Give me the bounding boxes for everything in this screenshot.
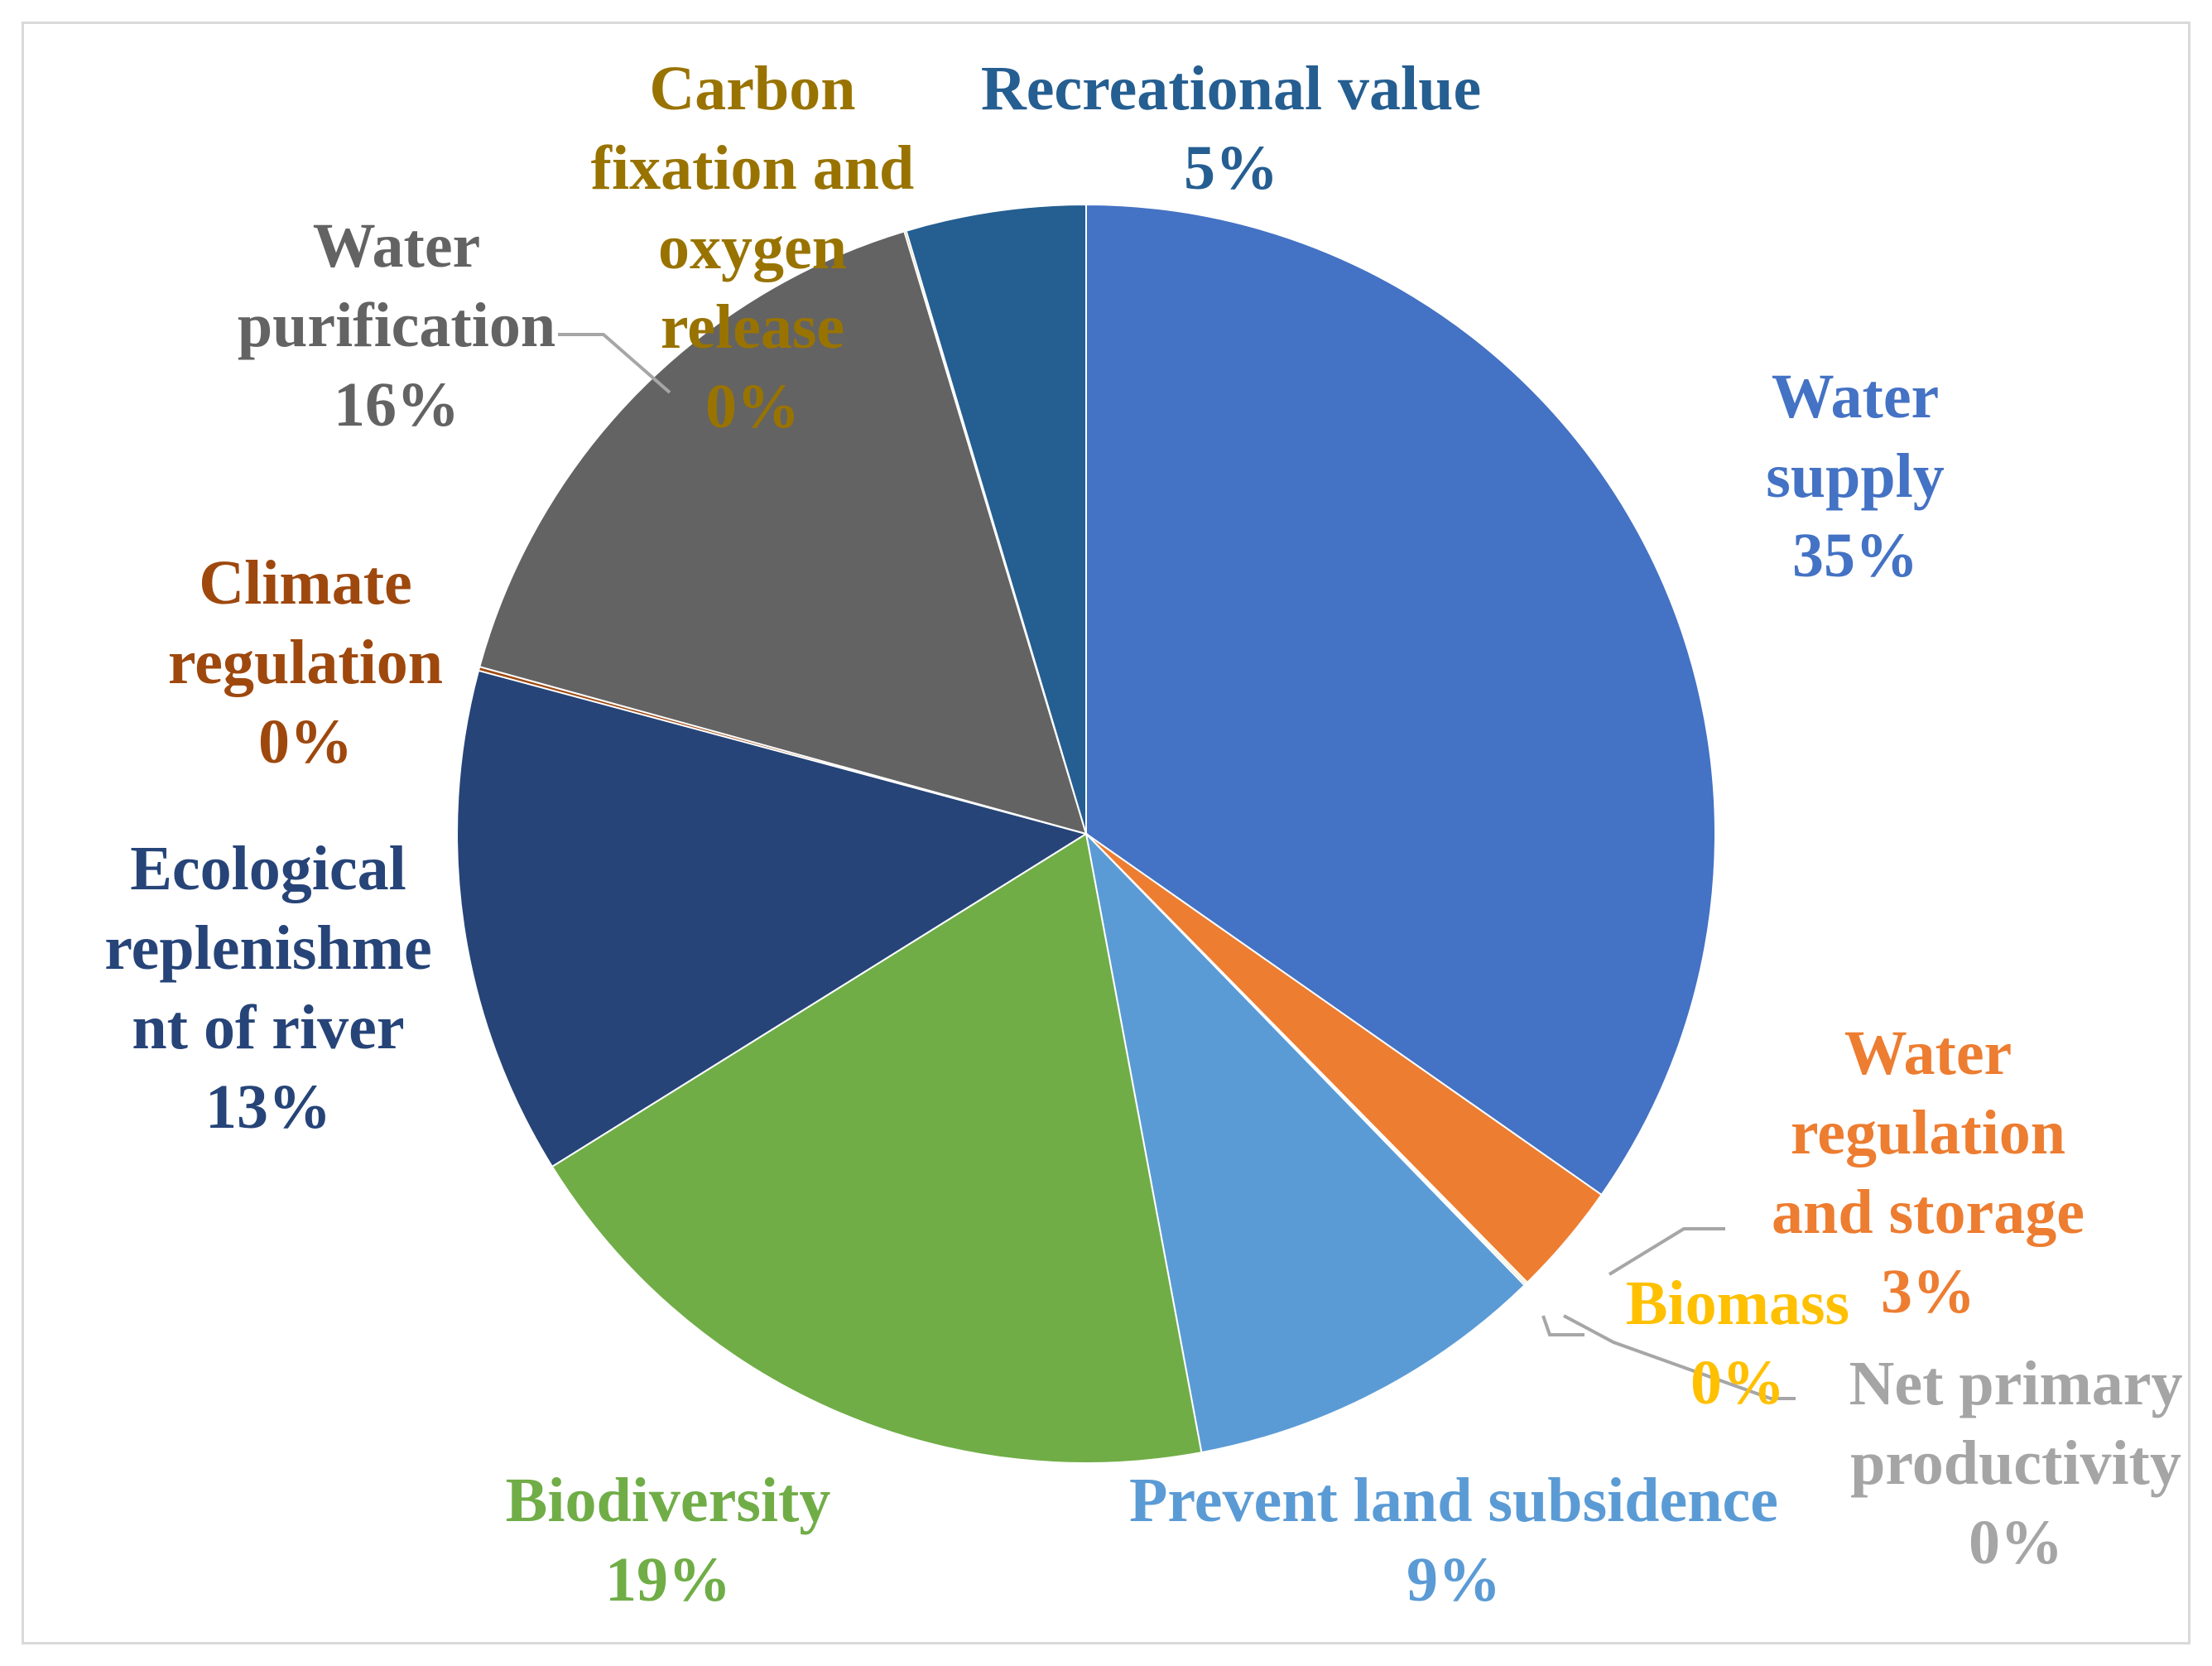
label-line: Water — [1844, 1018, 2012, 1088]
label-line: oxygen — [658, 213, 847, 282]
label-net-primary-productivity: Net primary productivity 0% — [1849, 1349, 2182, 1577]
label-line: release — [661, 292, 844, 362]
label-percent: 13% — [205, 1072, 331, 1142]
label-water-purification: Water purification 16% — [238, 211, 555, 440]
label-percent: 9% — [1407, 1545, 1501, 1615]
label-carbon-fixation-and-oxygen-release: Carbon fixation and oxygen release 0% — [591, 54, 915, 441]
label-water-supply: Water supply 35% — [1766, 362, 1945, 590]
label-line: Carbon — [649, 54, 855, 123]
leader-water-regulation — [1608, 1227, 1725, 1276]
label-line: Prevent land subsidence — [1129, 1466, 1778, 1535]
label-percent: 16% — [334, 370, 459, 440]
pie-slices — [456, 203, 1716, 1464]
slice-ecological-replenishment-of-river — [456, 669, 1089, 1168]
label-line: purification — [238, 291, 555, 360]
label-line: Recreational value — [981, 54, 1481, 123]
label-percent: 0% — [1690, 1348, 1785, 1418]
label-line: fixation and — [591, 133, 915, 203]
slice-labels: Water supply 35% Water regulation and storage… — [104, 54, 2182, 1615]
slice-prevent-land-subsidence — [1084, 831, 1526, 1454]
label-water-regulation-and-storage: Water regulation and storage 3% — [1772, 1018, 2085, 1327]
label-line: Biodiversity — [506, 1466, 831, 1535]
label-line: regulation — [168, 628, 443, 697]
label-line: Climate — [199, 548, 411, 618]
slice-water-purification — [478, 230, 1088, 835]
leader-lines — [558, 333, 1796, 1400]
label-line: and storage — [1772, 1177, 2085, 1247]
label-percent: 3% — [1881, 1257, 1975, 1327]
label-line: supply — [1766, 441, 1945, 511]
label-percent: 0% — [258, 707, 353, 777]
label-percent: 5% — [1184, 133, 1278, 203]
label-climate-regulation: Climate regulation 0% — [168, 548, 443, 777]
slice-recreational-value — [905, 203, 1087, 835]
label-line: productivity — [1850, 1428, 2181, 1498]
label-biomass: Biomass 0% — [1626, 1269, 1849, 1418]
label-recreational-value: Recreational value 5% — [981, 54, 1481, 203]
label-line: Water — [313, 211, 481, 281]
label-percent: 19% — [605, 1545, 731, 1615]
label-line: replenishme — [104, 913, 431, 983]
label-biodiversity: Biodiversity 19% — [506, 1466, 831, 1615]
label-line: nt of river — [132, 993, 404, 1062]
label-line: Biomass — [1626, 1269, 1849, 1338]
leader-biomass — [1541, 1315, 1584, 1336]
label-line: regulation — [1791, 1098, 2065, 1168]
label-ecological-replenishment-of-river: Ecological replenishme nt of river 13% — [104, 834, 431, 1142]
chart-frame: Water supply 35% Water regulation and storage… — [22, 22, 2190, 1644]
label-line: Ecological — [130, 834, 406, 903]
leader-net-primary-productivity — [1563, 1314, 1796, 1400]
label-line: Water — [1772, 362, 1940, 431]
slice-water-supply — [1085, 203, 1716, 1197]
pie-chart: Water supply 35% Water regulation and storage… — [104, 54, 2182, 1615]
label-prevent-land-subsidence: Prevent land subsidence 9% — [1129, 1466, 1778, 1615]
label-percent: 35% — [1792, 521, 1918, 590]
label-percent: 0% — [705, 372, 800, 441]
label-line: Net primary — [1849, 1349, 2182, 1418]
label-percent: 0% — [1969, 1508, 2063, 1577]
leader-water-purification — [558, 333, 671, 394]
slice-biodiversity — [551, 832, 1203, 1464]
